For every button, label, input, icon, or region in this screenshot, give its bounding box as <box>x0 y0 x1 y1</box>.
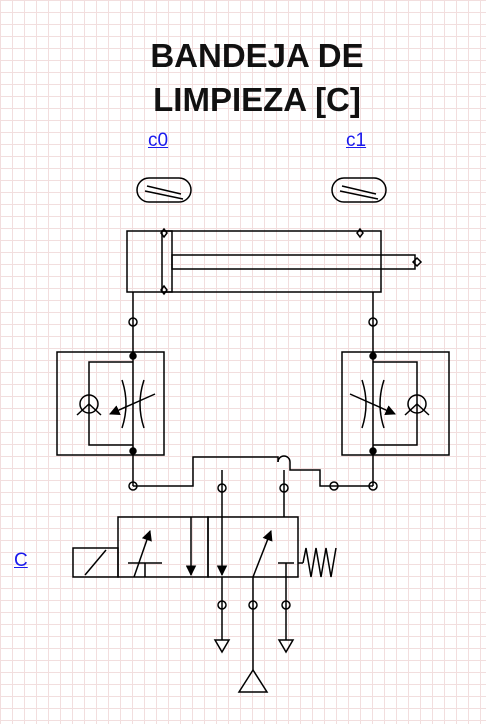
diagram-title-line-2: LIMPIEZA [C] <box>153 81 361 118</box>
limit-sensor-c1-icon[interactable] <box>331 177 387 203</box>
solenoid-actuator[interactable] <box>72 547 119 578</box>
flow-control-valve-left[interactable] <box>56 351 165 456</box>
air-lines <box>128 292 378 352</box>
sensor-c1-link[interactable]: c1 <box>346 130 367 151</box>
air-lines-lower <box>128 455 378 517</box>
double-acting-cylinder[interactable] <box>126 227 423 296</box>
spring-return-icon <box>298 547 337 578</box>
limit-sensor-c0-icon[interactable] <box>136 177 192 203</box>
directional-control-valve-5-2[interactable] <box>117 516 299 578</box>
diagram-title-line-1: BANDEJA DE <box>150 37 364 74</box>
flow-control-valve-right[interactable] <box>341 351 450 456</box>
sensor-c0-link[interactable]: c0 <box>148 130 169 151</box>
exhaust-and-supply-ports <box>213 577 295 693</box>
valve-control-c-link[interactable]: C <box>14 550 28 571</box>
